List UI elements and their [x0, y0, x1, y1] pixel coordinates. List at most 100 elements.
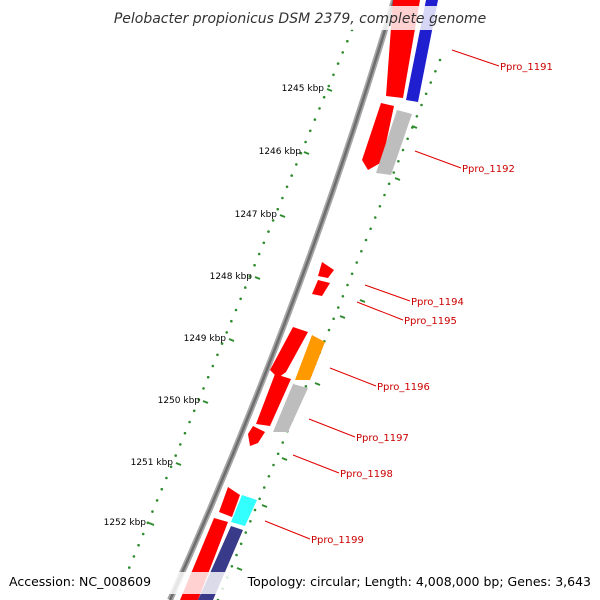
outer-track-dot — [211, 364, 215, 368]
outer-track-dot — [234, 308, 238, 312]
inner-dot-track — [216, 58, 442, 600]
gene-label-ppro-1198: Ppro_1198 — [340, 469, 393, 480]
outer-track-dot — [295, 163, 298, 166]
inner-track-dot — [332, 317, 335, 321]
ppro-1196-gene-a — [270, 327, 308, 378]
leader-ppro-1197 — [308, 418, 356, 438]
inner-track-tick — [411, 125, 418, 129]
outer-track-dot — [332, 73, 335, 77]
inner-track-dot — [249, 519, 252, 523]
inner-track-dot — [230, 564, 234, 568]
inner-track-dot — [424, 92, 428, 96]
inner-track-dot — [360, 249, 363, 253]
inner-track-dot — [429, 81, 433, 84]
tick-label-1246: 1246 kbp — [259, 147, 302, 157]
outer-track-dot — [179, 443, 182, 446]
inner-track-dot — [235, 553, 238, 557]
outer-track-dot — [188, 420, 191, 424]
inner-track-dot — [420, 103, 423, 107]
inner-track-dot — [373, 216, 377, 219]
outer-track-dot — [174, 454, 177, 457]
outer-track-dot — [225, 331, 229, 334]
outer-track-dot — [141, 532, 145, 536]
outer-track-dot — [267, 230, 270, 233]
leader-ppro-1194 — [364, 284, 411, 302]
inner-track-dot — [272, 463, 275, 467]
outer-track-dot — [230, 319, 233, 323]
outer-track-dot — [243, 286, 247, 289]
kbp-ticks — [148, 88, 418, 571]
outer-track-dot — [202, 387, 205, 390]
gene-label-ppro-1191: Ppro_1191 — [500, 62, 553, 73]
outer-track-dot — [183, 431, 187, 435]
inner-track-dot — [401, 148, 405, 152]
kbp-tick — [148, 522, 155, 526]
map-title: Pelobacter propionicus DSM 2379, complet… — [114, 11, 486, 27]
outer-track-dot — [346, 39, 349, 43]
ppro-1197-gene-a — [256, 374, 291, 426]
tick-label-1248: 1248 kbp — [210, 272, 253, 282]
inner-track-dot — [244, 531, 248, 534]
footer-backdrop — [0, 572, 600, 594]
inner-track-dot — [281, 441, 285, 444]
outer-track-dot — [318, 107, 321, 110]
label-leader-lines — [264, 49, 500, 540]
outer-track-dot — [146, 521, 150, 525]
outer-track-dot — [336, 62, 340, 65]
gene-label-ppro-1196: Ppro_1196 — [377, 382, 430, 393]
outer-track-dot — [322, 95, 326, 99]
inner-track-dot — [387, 182, 391, 186]
leader-ppro-1199 — [264, 520, 311, 540]
topology-summary-text: Topology: circular; Length: 4,008,000 bp… — [247, 574, 591, 589]
inner-track-dot — [350, 272, 354, 276]
outer-track-dot — [271, 219, 275, 222]
kbp-tick — [202, 400, 209, 404]
gene-label-ppro-1194: Ppro_1194 — [411, 297, 464, 308]
outer-track-dot — [285, 185, 289, 189]
ppro-1197-gene-b — [273, 384, 308, 432]
outer-track-dot — [281, 196, 284, 200]
inner-track-dot — [341, 294, 345, 298]
inner-track-dot — [304, 384, 308, 388]
outer-track-dot — [257, 252, 261, 256]
title-backdrop — [112, 6, 488, 30]
accession-text: Accession: NC_008609 — [9, 574, 151, 589]
outer-track-dot — [262, 241, 266, 245]
outer-track-dot — [308, 129, 312, 133]
inner-track-dot — [253, 508, 257, 512]
outer-track-dot — [192, 409, 196, 413]
gene-label-ppro-1195: Ppro_1195 — [404, 316, 457, 327]
ppro-1192-gene-a — [362, 103, 394, 170]
inner-track-dot — [369, 227, 372, 231]
ppro-1198-gene — [248, 426, 265, 446]
inner-track-dot — [239, 542, 243, 546]
inner-track-dot — [276, 452, 280, 456]
outer-track-dot — [290, 174, 293, 177]
kbp-tick — [326, 88, 333, 92]
outer-track-dot — [127, 566, 131, 569]
ppro-1199-gene-b — [231, 495, 257, 526]
inner-track-dot — [346, 283, 349, 287]
tick-label-1249: 1249 kbp — [184, 334, 227, 344]
outer-track-dot — [132, 555, 136, 558]
tick-label-1251: 1251 kbp — [131, 458, 174, 468]
tick-label-1247: 1247 kbp — [235, 210, 278, 220]
gene-label-ppro-1197: Ppro_1197 — [356, 433, 409, 444]
inner-track-tick — [359, 299, 366, 303]
outer-track-dot — [276, 207, 280, 211]
outer-track-dot — [197, 398, 201, 401]
inner-track-dot — [336, 306, 340, 309]
outer-track-dot — [220, 342, 224, 345]
inner-track-dot — [383, 193, 386, 197]
kbp-tick — [303, 151, 310, 155]
outer-track-dot — [137, 543, 140, 547]
outer-track-dot — [155, 499, 159, 502]
inner-track-dot — [378, 204, 382, 208]
inner-track-dot — [262, 486, 266, 489]
gene-label-ppro-1192: Ppro_1192 — [462, 164, 515, 175]
inner-track-tick — [314, 382, 321, 386]
outer-track-dot — [327, 84, 331, 88]
kbp-tick — [228, 338, 235, 342]
